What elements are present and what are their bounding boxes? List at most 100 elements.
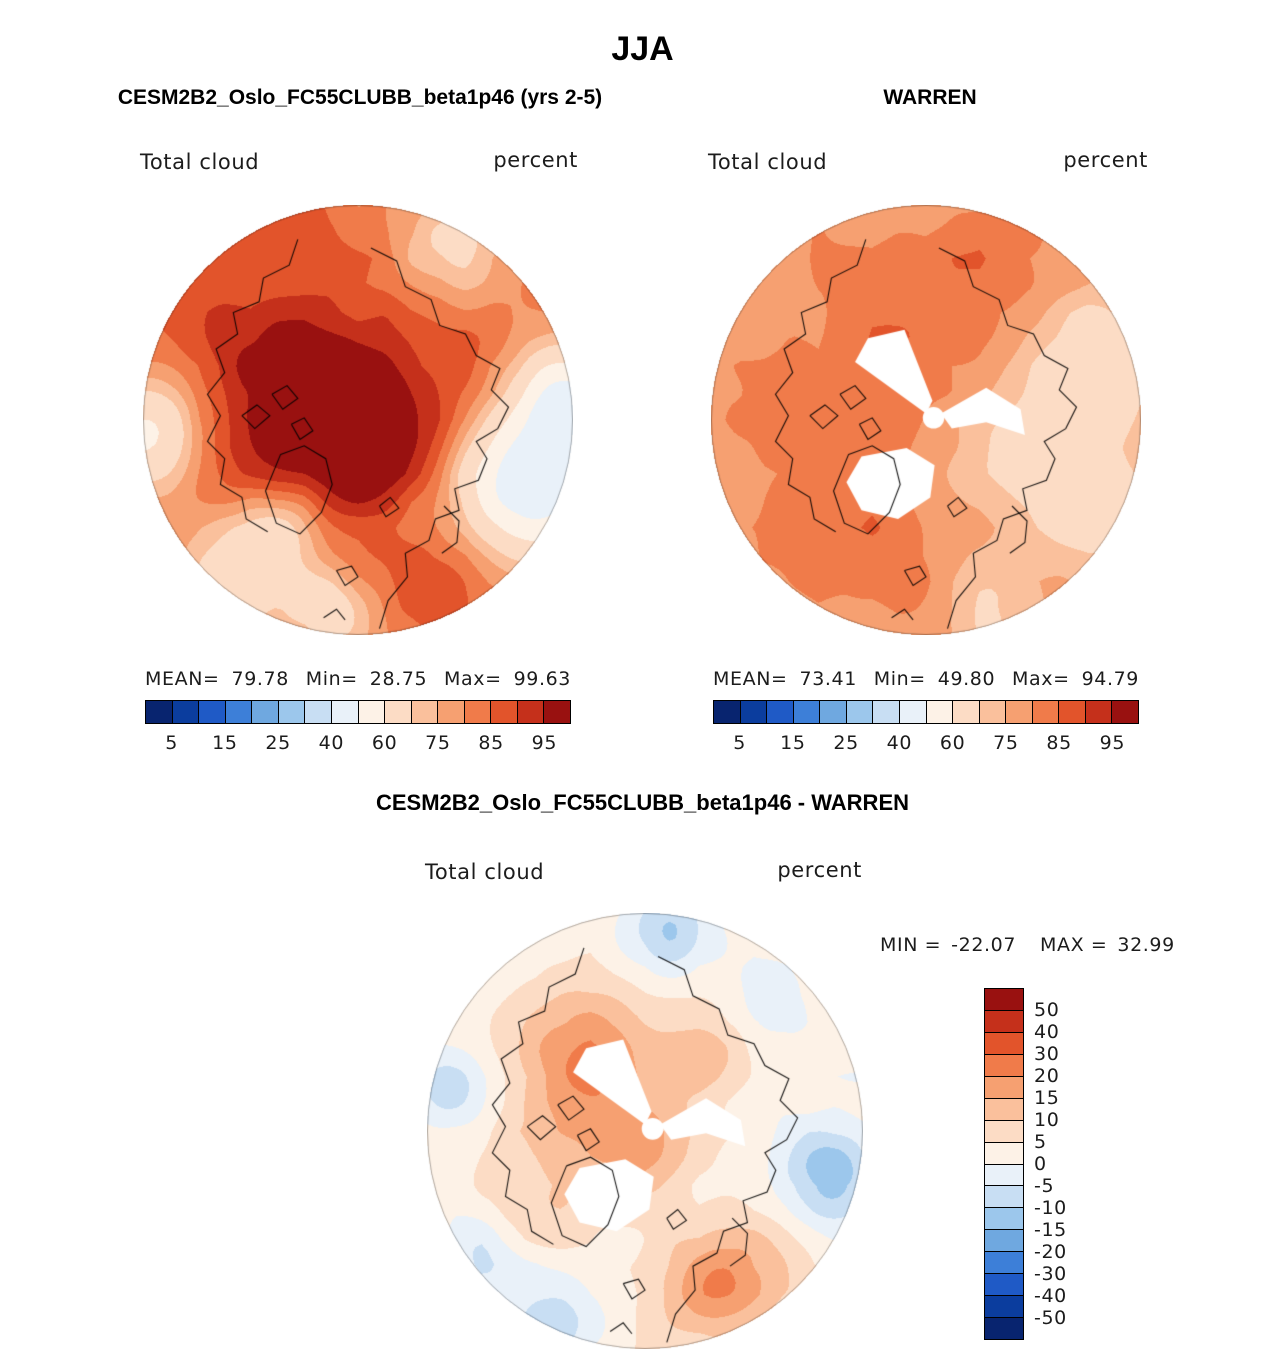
colorbar-cell xyxy=(714,701,740,723)
colorbar-cell xyxy=(978,701,1006,723)
colorbar-tick-label: 95 xyxy=(531,732,558,754)
colorbar-cell xyxy=(872,701,899,723)
colorbar-cell xyxy=(985,1185,1023,1208)
diff-map xyxy=(427,913,863,1349)
diff-stats-row: MIN = -22.07 MAX = 32.99 xyxy=(880,934,1200,956)
obs-mean-value: 73.41 xyxy=(799,668,857,690)
model-min-value: 28.75 xyxy=(369,668,428,690)
colorbar-cell xyxy=(198,701,225,723)
colorbar-tick-label: 15 xyxy=(1034,1087,1060,1109)
colorbar-cell xyxy=(985,1251,1023,1274)
model-map xyxy=(143,205,573,635)
colorbar-tick-label: 15 xyxy=(780,732,806,754)
diff-min-label: MIN = xyxy=(880,934,942,956)
colorbar-cell xyxy=(357,701,385,723)
colorbar-cell xyxy=(516,701,544,723)
colorbar-cell xyxy=(985,989,1023,1010)
colorbar-cell xyxy=(1084,701,1112,723)
colorbar-tick-label: 0 xyxy=(1034,1153,1047,1175)
colorbar-tick-label: 60 xyxy=(371,732,398,754)
obs-min-label: Min= xyxy=(873,668,926,690)
colorbar-tick-label: 75 xyxy=(425,732,451,754)
colorbar-tick-label: 10 xyxy=(1034,1109,1060,1131)
colorbar-cell xyxy=(437,701,464,723)
colorbar-cell xyxy=(985,1119,1023,1142)
colorbar-cell xyxy=(925,701,953,723)
colorbar-tick-label: 30 xyxy=(1034,1043,1060,1065)
page-title: JJA xyxy=(611,30,674,68)
colorbar-cell xyxy=(1058,701,1085,723)
obs-mean-label: MEAN= xyxy=(713,668,788,690)
colorbar-tick-label: 15 xyxy=(212,732,238,754)
colorbar-cell xyxy=(410,701,438,723)
colorbar-tick-label: 85 xyxy=(478,732,504,754)
colorbar-cell xyxy=(985,1163,1023,1186)
diff-min-value: -22.07 xyxy=(951,934,1017,956)
colorbar-cell xyxy=(330,701,358,723)
model-panel-title: CESM2B2_Oslo_FC55CLUBB_beta1p46 (yrs 2-5… xyxy=(117,86,603,109)
colorbar-tick-label: -30 xyxy=(1034,1263,1067,1285)
colorbar-cell xyxy=(543,701,570,723)
colorbar-tick-label: 20 xyxy=(1034,1065,1060,1087)
colorbar-tick-label: 5 xyxy=(1034,1131,1047,1153)
model-max-value: 99.63 xyxy=(513,668,571,690)
colorbar-cell xyxy=(985,1141,1023,1164)
obs-map xyxy=(711,205,1141,635)
colorbar-tick-label: 95 xyxy=(1099,732,1126,754)
model-mean-label: MEAN= xyxy=(145,668,220,690)
colorbar-tick-label: -40 xyxy=(1034,1285,1067,1307)
colorbar-cell xyxy=(819,701,846,723)
model-min-label: Min= xyxy=(305,668,358,690)
diff-field-label: Total cloud xyxy=(425,860,545,884)
colorbar-cell xyxy=(739,701,767,723)
diff-units-label: percent xyxy=(777,858,862,882)
colorbar-cell xyxy=(304,701,331,723)
colorbar-cell xyxy=(985,1009,1023,1032)
model-colorbar-ticks: 5 15 25 40 60 75 85 95 xyxy=(145,732,571,754)
colorbar-tick-label: 50 xyxy=(1034,999,1060,1021)
colorbar-tick-label: 85 xyxy=(1046,732,1072,754)
colorbar-tick-label: 25 xyxy=(265,732,291,754)
colorbar-cell xyxy=(985,1229,1023,1252)
colorbar-tick-label: 5 xyxy=(733,732,746,754)
obs-panel-title: WARREN xyxy=(883,86,977,109)
colorbar-cell xyxy=(845,701,873,723)
colorbar-cell xyxy=(766,701,793,723)
colorbar-tick-label: 25 xyxy=(833,732,859,754)
obs-colorbar xyxy=(713,700,1139,724)
colorbar-cell xyxy=(146,701,172,723)
colorbar-cell xyxy=(985,1053,1023,1076)
colorbar-tick-label: 5 xyxy=(165,732,178,754)
diff-max-value: 32.99 xyxy=(1117,934,1175,956)
obs-field-label: Total cloud xyxy=(708,150,828,174)
colorbar-tick-label: 40 xyxy=(886,732,913,754)
colorbar-tick-label: 60 xyxy=(939,732,966,754)
colorbar-cell xyxy=(898,701,926,723)
colorbar-cell xyxy=(1005,701,1032,723)
model-units-label: percent xyxy=(493,148,578,172)
obs-max-value: 94.79 xyxy=(1081,668,1139,690)
model-field-label: Total cloud xyxy=(140,150,260,174)
colorbar-cell xyxy=(384,701,411,723)
colorbar-tick-label: 40 xyxy=(1034,1021,1060,1043)
diff-colorbar-ticks: 50 40 30 20 15 10 5 0 -5 -10 -15 -20 -30 -40 -50 xyxy=(1034,988,1094,1340)
colorbar-cell xyxy=(985,1273,1023,1296)
colorbar-cell xyxy=(171,701,199,723)
colorbar-cell xyxy=(490,701,517,723)
model-max-label: Max= xyxy=(443,668,502,690)
colorbar-tick-label: -15 xyxy=(1034,1219,1067,1241)
colorbar-cell xyxy=(952,701,979,723)
colorbar-cell xyxy=(985,1207,1023,1230)
colorbar-cell xyxy=(985,1097,1023,1120)
model-mean-value: 79.78 xyxy=(231,668,289,690)
colorbar-cell xyxy=(985,1075,1023,1098)
colorbar-cell xyxy=(985,1031,1023,1054)
diff-max-label: MAX = xyxy=(1040,934,1108,956)
obs-units-label: percent xyxy=(1063,148,1148,172)
colorbar-cell xyxy=(277,701,305,723)
colorbar-tick-label: -10 xyxy=(1034,1197,1067,1219)
model-colorbar xyxy=(145,700,571,724)
obs-max-label: Max= xyxy=(1011,668,1070,690)
colorbar-cell xyxy=(1031,701,1059,723)
